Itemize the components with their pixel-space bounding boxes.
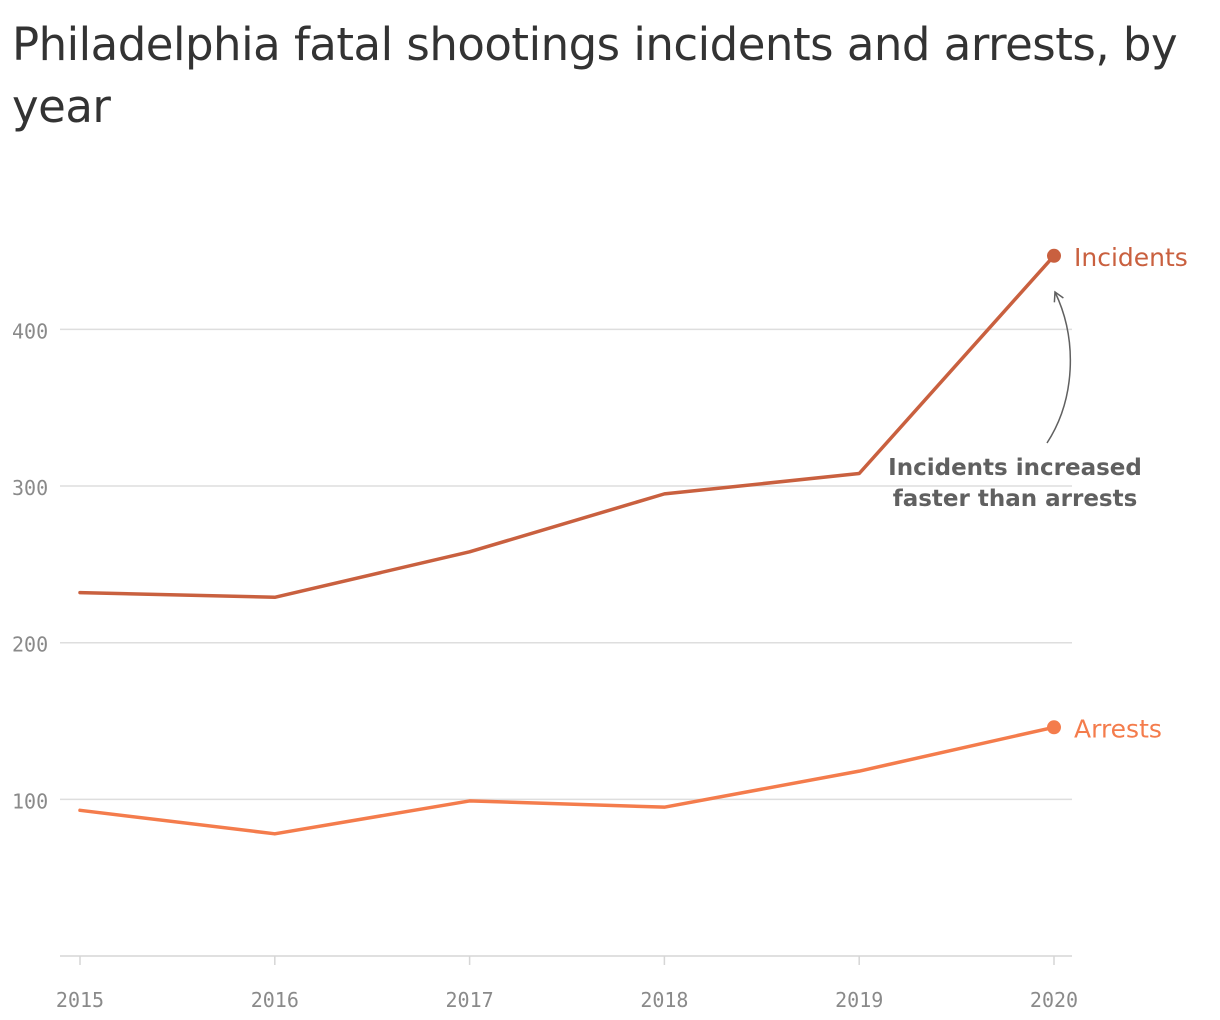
- x-tick-label: 2016: [251, 988, 299, 1012]
- x-tick-label: 2017: [446, 988, 494, 1012]
- series-label-arrests: Arrests: [1074, 714, 1162, 743]
- annotation-line: Incidents increased: [888, 455, 1142, 481]
- annotation-text: Incidents increased faster than arrests: [888, 455, 1142, 512]
- series-line-incidents: [78, 254, 1056, 600]
- x-axis: 2015 2016 2017 2018 2019 2020: [56, 955, 1078, 1012]
- chart-title: Philadelphia fatal shootings incidents a…: [12, 18, 1178, 133]
- annotation: Incidents increased faster than arrests: [888, 290, 1142, 512]
- y-tick-label: 400: [12, 319, 48, 343]
- annotation-arrow: [1046, 290, 1072, 444]
- annotation-line: faster than arrests: [893, 486, 1138, 512]
- x-tick-label: 2018: [640, 988, 688, 1012]
- y-tick-label: 100: [12, 789, 48, 813]
- gridlines: [60, 328, 1072, 801]
- y-axis-labels: 100 200 300 400: [12, 319, 48, 813]
- y-tick-label: 200: [12, 633, 48, 657]
- series-label-incidents: Incidents: [1074, 243, 1188, 272]
- series-endpoint-incidents: [1047, 248, 1061, 263]
- x-tick-label: 2019: [835, 988, 883, 1012]
- series-lines: Incidents Arrests: [78, 243, 1188, 836]
- x-tick-label: 2015: [56, 988, 104, 1012]
- series-endpoint-arrests: [1047, 720, 1061, 735]
- series-line-arrests: [78, 725, 1056, 836]
- y-tick-label: 300: [12, 476, 48, 500]
- x-tick-label: 2020: [1030, 988, 1078, 1012]
